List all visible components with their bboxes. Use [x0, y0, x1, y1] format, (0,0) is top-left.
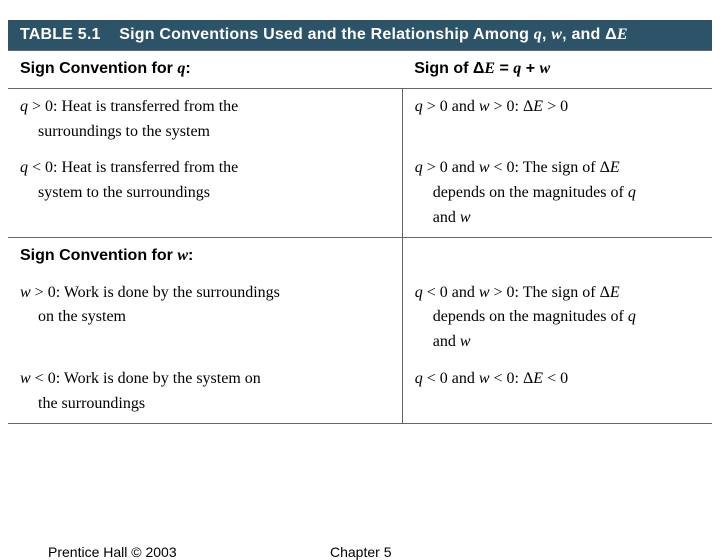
cell-w-positive: w > 0: Work is done by the surroundingso… — [8, 275, 402, 361]
col-header-q: Sign Convention for q: — [8, 51, 402, 89]
table-number: TABLE 5.1 — [20, 26, 101, 43]
cell-w-negative: w < 0: Work is done by the system onthe … — [8, 361, 402, 423]
table-header-bar: TABLE 5.1 Sign Conventions Used and the … — [8, 20, 712, 50]
cell-dE-nn: q < 0 and w < 0: ΔE < 0 — [402, 361, 712, 423]
table-5-1: TABLE 5.1 Sign Conventions Used and the … — [8, 20, 712, 424]
col-header-dE: Sign of ΔE = q + w — [402, 51, 712, 89]
cell-dE-np: q < 0 and w > 0: The sign of ΔEdepends o… — [402, 275, 712, 361]
col-header-w: Sign Convention for w: — [8, 237, 402, 274]
copyright-text: Prentice Hall © 2003 — [48, 544, 177, 560]
cell-dE-pp: q > 0 and w > 0: ΔE > 0 — [402, 88, 712, 150]
cell-q-positive: q > 0: Heat is transferred from thesurro… — [8, 88, 402, 150]
table-title: Sign Conventions Used and the Relationsh… — [119, 26, 628, 43]
sign-convention-table: Sign Convention for q: Sign of ΔE = q + … — [8, 50, 712, 424]
cell-dE-pn: q > 0 and w < 0: The sign of ΔEdepends o… — [402, 150, 712, 237]
chapter-text: Chapter 5 — [330, 544, 391, 560]
cell-q-negative: q < 0: Heat is transferred from thesyste… — [8, 150, 402, 237]
